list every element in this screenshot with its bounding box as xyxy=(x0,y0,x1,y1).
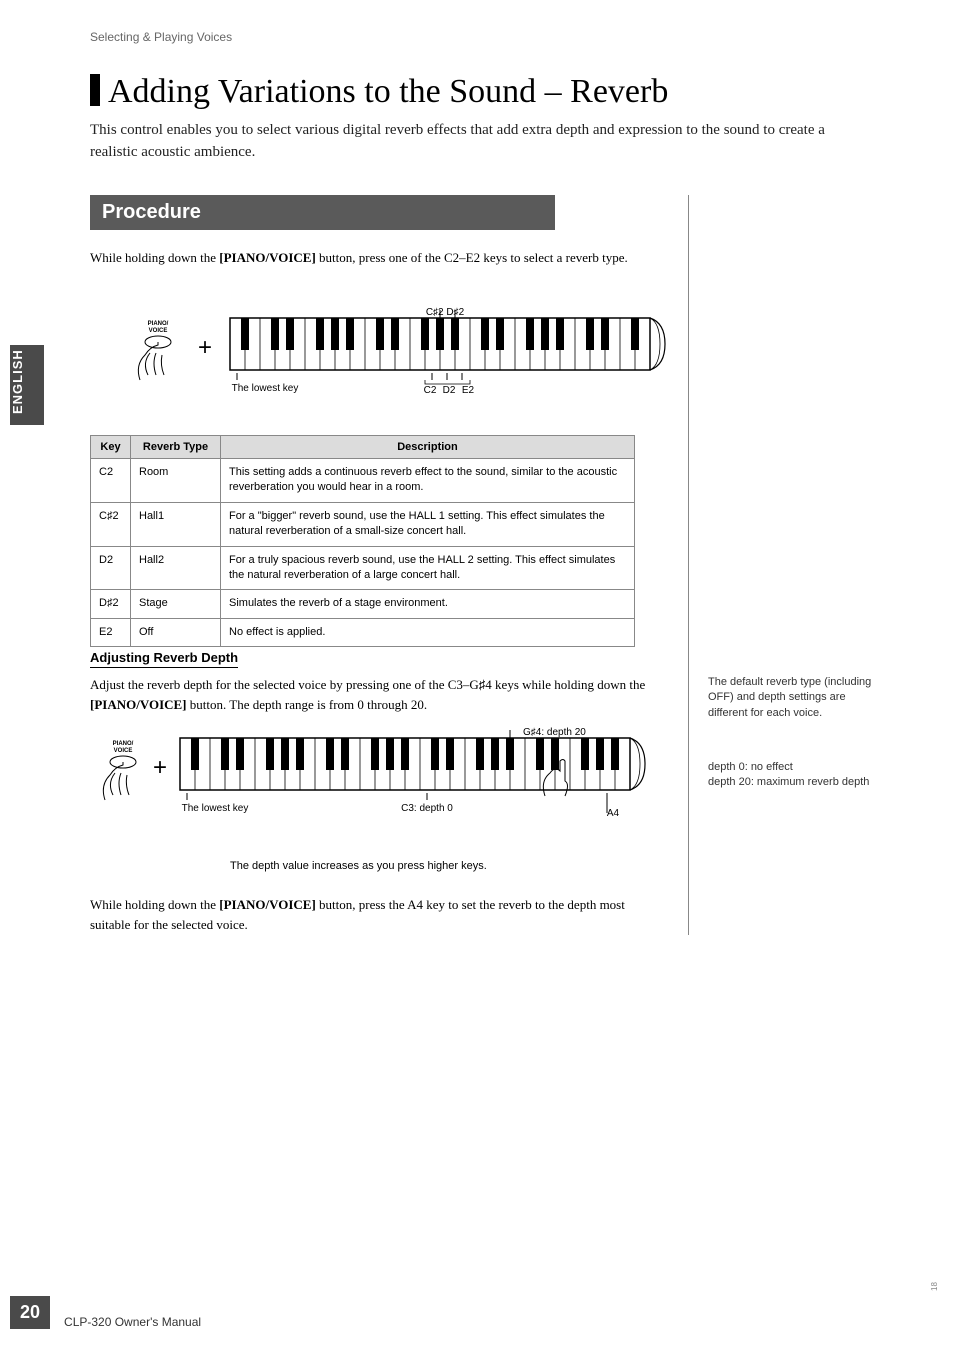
table-row: D♯2StageSimulates the reverb of a stage … xyxy=(91,590,635,618)
subtext-bold: [PIANO/VOICE] xyxy=(90,697,187,712)
kbd1-e2: E2 xyxy=(462,385,475,396)
plus-icon: + xyxy=(153,754,167,781)
footer-text: CLP-320 Owner's Manual xyxy=(64,1315,201,1329)
keyboard-diagram-reverb-type: PIANO/ VOICE + C♯2 D♯2 xyxy=(120,300,670,410)
piano-voice-label: PIANO/ xyxy=(113,741,134,747)
piano-voice-label-2: VOICE xyxy=(149,328,168,334)
column-divider xyxy=(688,195,689,935)
keyboard-diagram-reverb-depth: PIANO/ VOICE + G♯4: depth 20 xyxy=(90,720,650,830)
procedure-instruction: While holding down the [PIANO/VOICE] but… xyxy=(90,248,710,268)
kbd2-lowest-label: The lowest key xyxy=(182,803,249,814)
table-row: D2Hall2For a truly spacious reverb sound… xyxy=(91,546,635,590)
depth-increase-note: The depth value increases as you press h… xyxy=(230,860,487,872)
table-header-type: Reverb Type xyxy=(131,436,221,459)
breadcrumb: Selecting & Playing Voices xyxy=(90,30,232,44)
depth-a4-text: While holding down the [PIANO/VOICE] but… xyxy=(90,895,650,934)
kbd2-top-label: G♯4: depth 20 xyxy=(523,727,586,738)
keyboard-svg-2: PIANO/ VOICE + G♯4: depth 20 xyxy=(90,720,660,850)
title-bar-icon xyxy=(90,74,100,106)
procedure-button-label: [PIANO/VOICE] xyxy=(219,250,316,265)
subtext-pre: Adjust the reverb depth for the selected… xyxy=(90,677,645,692)
intro-paragraph: This control enables you to select vario… xyxy=(90,120,860,164)
reverb-depth-heading: Adjusting Reverb Depth xyxy=(90,650,238,668)
kbd2-c3-label: C3: depth 0 xyxy=(401,803,453,814)
procedure-post: button, press one of the C2–E2 keys to s… xyxy=(316,250,628,265)
keyboard-svg-1: PIANO/ VOICE + C♯2 D♯2 xyxy=(120,300,670,420)
table-header-desc: Description xyxy=(221,436,635,459)
table-header-key: Key xyxy=(91,436,131,459)
kbd1-d2: D2 xyxy=(443,385,456,396)
language-tab: ENGLISH xyxy=(10,345,44,425)
side-page-number: 18 xyxy=(930,1282,939,1291)
page-footer: 20 CLP-320 Owner's Manual xyxy=(10,1296,201,1329)
side-note-default: The default reverb type (including OFF) … xyxy=(708,675,888,721)
subtext-post: button. The depth range is from 0 throug… xyxy=(187,697,428,712)
piano-voice-label-2: VOICE xyxy=(114,748,133,754)
table-row: E2OffNo effect is applied. xyxy=(91,618,635,646)
title-text: Adding Variations to the Sound – Reverb xyxy=(108,73,668,110)
reverb-depth-text: Adjust the reverb depth for the selected… xyxy=(90,675,650,714)
depth-bold: [PIANO/VOICE] xyxy=(219,897,316,912)
page-number: 20 xyxy=(10,1296,50,1329)
page-title: Adding Variations to the Sound – Reverb xyxy=(90,70,668,111)
procedure-heading: Procedure xyxy=(90,195,555,230)
kbd1-top-labels: C♯2 D♯2 xyxy=(426,307,465,318)
reverb-type-table: Key Reverb Type Description C2RoomThis s… xyxy=(90,435,635,647)
kbd1-c2: C2 xyxy=(424,385,437,396)
plus-icon: + xyxy=(198,334,212,361)
kbd2-a4-label: A4 xyxy=(607,808,620,819)
kbd1-lowest-label: The lowest key xyxy=(232,383,299,394)
table-row: C♯2Hall1For a "bigger" reverb sound, use… xyxy=(91,502,635,546)
side-note-depth: depth 0: no effect depth 20: maximum rev… xyxy=(708,760,888,791)
table-row: C2RoomThis setting adds a continuous rev… xyxy=(91,459,635,503)
depth-pre: While holding down the xyxy=(90,897,219,912)
procedure-pre: While holding down the xyxy=(90,250,219,265)
piano-voice-label: PIANO/ xyxy=(148,321,169,327)
